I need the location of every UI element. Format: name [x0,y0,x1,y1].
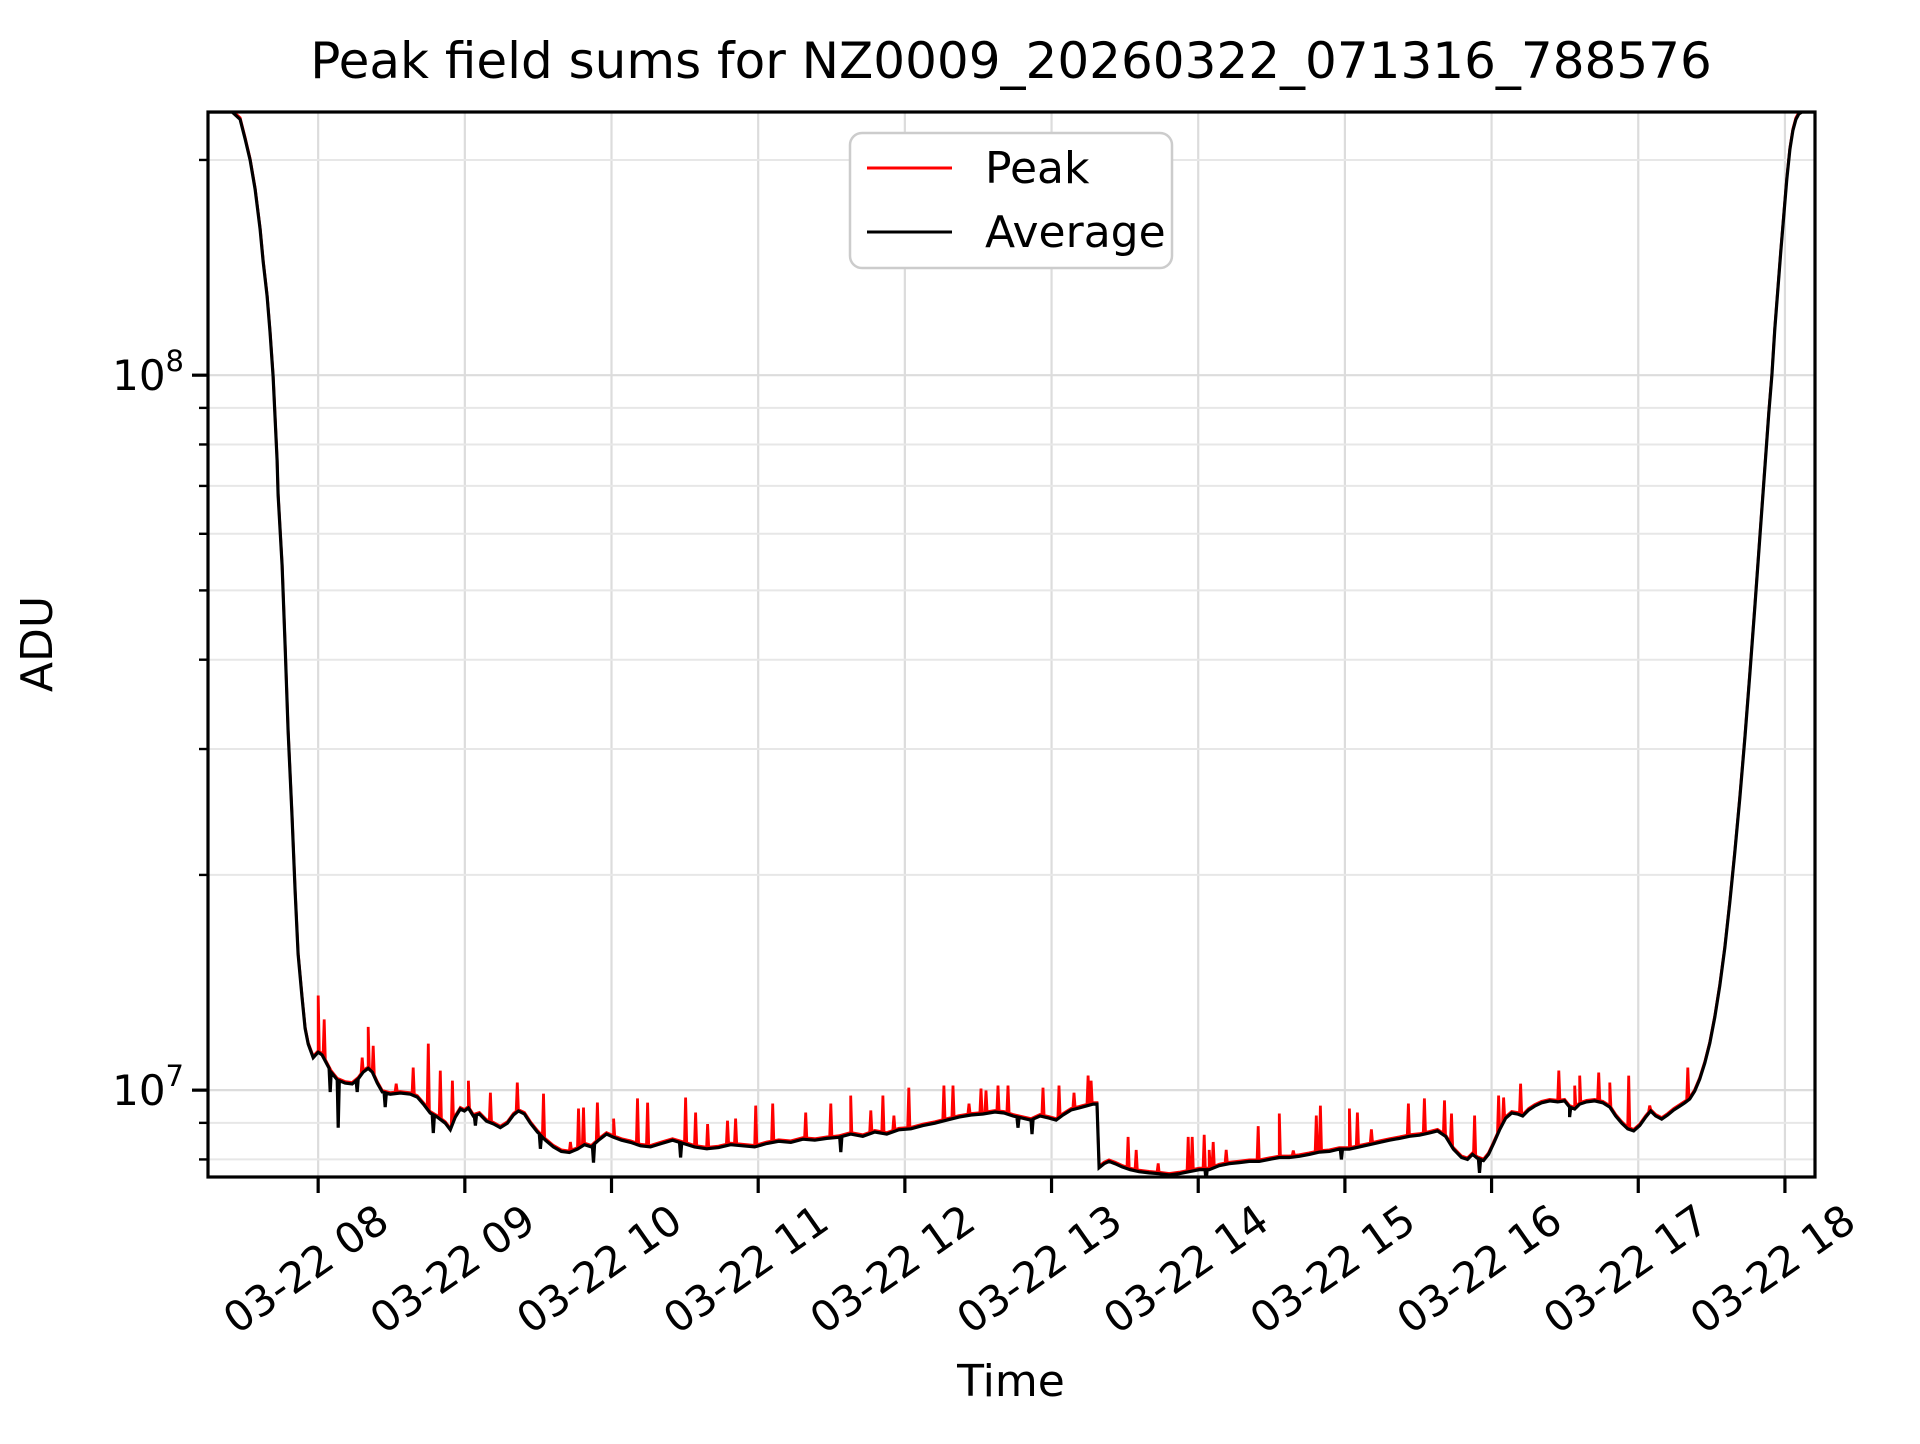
y-tick-label: 107 [112,1059,184,1115]
legend-peak-label: Peak [985,143,1090,194]
x-tick-label: 03-22 14 [1095,1195,1278,1343]
x-tick-label: 03-22 13 [948,1195,1131,1343]
x-tick-label: 03-22 11 [654,1195,837,1343]
x-axis-label: Time [956,1356,1065,1407]
x-tick-label: 03-22 10 [508,1195,691,1343]
x-tick-label: 03-22 16 [1388,1195,1571,1343]
y-tick-label: 108 [112,344,184,400]
peak-series-line [231,112,1803,1175]
x-tick-label: 03-22 09 [361,1195,544,1343]
x-tick-label: 03-22 15 [1241,1195,1424,1343]
x-tick-label: 03-22 08 [214,1195,397,1343]
gridlines [208,112,1815,1177]
legend: Peak Average [848,131,1174,270]
x-tick-label: 03-22 17 [1535,1195,1718,1343]
x-tick-label: 03-22 12 [801,1195,984,1343]
plot-area-border [206,110,1817,1179]
x-tick-label: 03-22 18 [1681,1195,1864,1343]
axis-ticks [192,158,1787,1193]
y-tick-labels: 107 108 [112,344,184,1115]
y-axis-label: ADU [12,596,63,692]
average-series-line [208,112,1815,1177]
chart-title: Peak field sums for NZ0009_20260322_0713… [310,32,1712,90]
legend-average-label: Average [985,207,1166,258]
